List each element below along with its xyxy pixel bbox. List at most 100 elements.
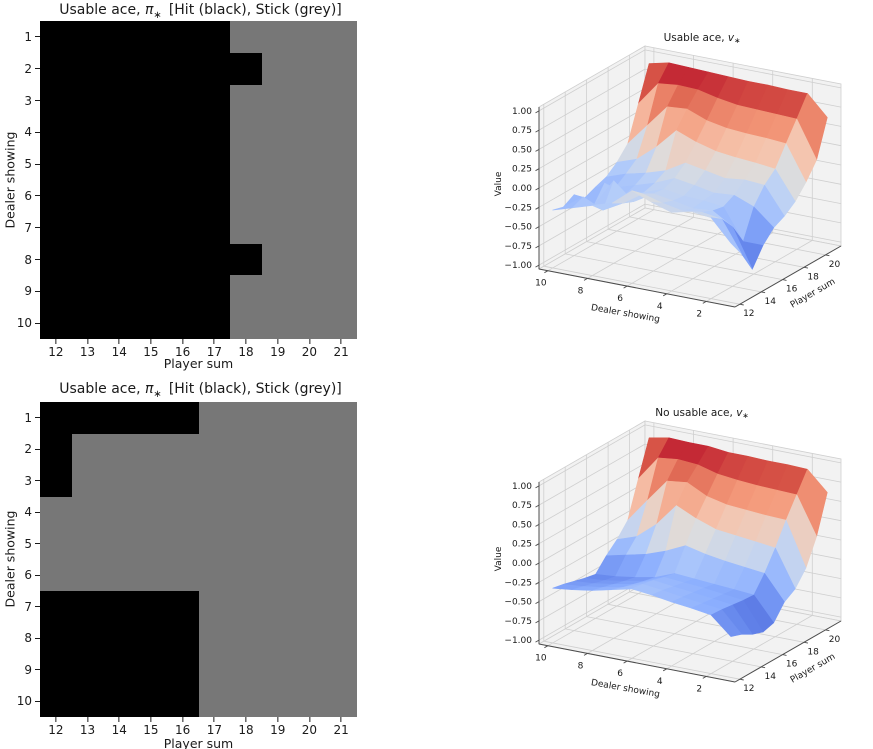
grid-line — [608, 603, 805, 643]
tick-label: 5 — [24, 157, 32, 172]
grid-line — [538, 68, 646, 131]
grid-line — [608, 228, 805, 268]
tick-label: 15 — [143, 345, 159, 359]
policy-cell-hit — [166, 148, 199, 180]
z-tick-label: 0.00 — [512, 184, 532, 194]
grid-line — [538, 443, 646, 506]
dealer-tick-label: 10 — [535, 279, 547, 289]
tick-label: 2 — [24, 442, 32, 457]
x-tick-16: 16 — [175, 339, 190, 358]
tick-mark — [35, 417, 40, 419]
tick-label: 3 — [24, 473, 32, 488]
tick-mark — [662, 293, 667, 297]
tick-mark — [535, 639, 540, 643]
policy-cell-hit — [71, 622, 104, 654]
tick-mark — [35, 163, 40, 165]
policy-cell-stick — [325, 685, 357, 717]
x-tick-15: 15 — [143, 339, 159, 359]
x-axis-label: Player sum — [163, 736, 234, 749]
player-tick-label: 14 — [764, 297, 776, 307]
policy-cell-stick — [325, 52, 357, 85]
tick-label: 18 — [238, 345, 254, 359]
x-tick-18: 18 — [238, 717, 254, 736]
tick-label: 19 — [270, 723, 286, 737]
policy-cell-stick — [198, 591, 231, 623]
policy-cell-stick — [261, 179, 294, 212]
policy-cell-hit — [103, 243, 136, 276]
title-prefix: Usable ace, — [59, 381, 145, 397]
dealer-tick-label: 2 — [696, 684, 702, 694]
policy-cell-stick — [293, 148, 326, 180]
policy-cell-hit — [71, 275, 104, 308]
tick-mark — [118, 717, 120, 722]
grid-line — [586, 616, 783, 655]
y-tick-2: 2 — [24, 63, 40, 75]
tick-mark — [35, 480, 40, 482]
policy-cell-stick — [198, 622, 231, 654]
policy-cell-hit — [166, 591, 199, 623]
policy-cell-hit — [71, 21, 104, 53]
tick-label: 3 — [24, 93, 32, 108]
y-tick-4: 4 — [24, 126, 40, 138]
policy-cell-stick — [71, 465, 104, 497]
policy-cell-stick — [261, 528, 294, 560]
policy-cell-hit — [40, 243, 72, 276]
policy-cell-hit — [166, 654, 199, 686]
player-tick-label: 20 — [829, 260, 841, 270]
policy-cell-hit — [135, 402, 167, 434]
policy-cell-hit — [71, 179, 104, 212]
y-tick-5: 5 — [24, 158, 40, 170]
policy-cell-hit — [71, 116, 104, 149]
tick-label: 5 — [24, 536, 32, 551]
policy-cell-hit — [198, 179, 231, 212]
tick-mark — [340, 339, 342, 344]
policy-cell-stick — [261, 211, 294, 244]
policy-cell-hit — [135, 243, 167, 276]
policy-cell-stick — [261, 654, 294, 686]
policy-cell-hit — [135, 21, 167, 53]
tick-mark — [35, 543, 40, 545]
policy-cell-stick — [166, 433, 199, 465]
policy-cell-stick — [325, 528, 357, 560]
player-axis — [734, 245, 842, 308]
surface-facet — [710, 609, 742, 637]
policy-cell-stick — [293, 496, 326, 528]
y-tick-3: 3 — [24, 475, 40, 487]
player-tick-label: 18 — [807, 647, 819, 657]
x-tick-20: 20 — [302, 339, 317, 358]
y-tick-7: 7 — [24, 222, 40, 234]
policy-cell-hit — [103, 275, 136, 308]
z-tick-label: 1.00 — [512, 107, 532, 117]
policy-cell-hit — [198, 21, 231, 53]
tick-mark — [535, 620, 540, 624]
policy-cell-hit — [40, 148, 72, 180]
grid-line — [644, 49, 842, 89]
x-tick-15: 15 — [143, 717, 159, 736]
z-tick-label: −0.75 — [504, 617, 532, 627]
dealer-axis-label: Dealer showing — [590, 303, 660, 325]
policy-cell-hit — [40, 275, 72, 308]
tick-label: 17 — [206, 723, 222, 737]
tick-label: 8 — [24, 252, 32, 267]
tick-label: 13 — [79, 345, 96, 359]
policy-cell-hit — [40, 211, 72, 244]
policy-cell-stick — [230, 116, 262, 149]
policy-cell-hit — [198, 275, 231, 308]
tick-mark — [35, 131, 40, 133]
policy-cell-hit — [71, 52, 104, 85]
player-tick-label: 12 — [743, 684, 754, 694]
policy-cell-stick — [230, 402, 262, 434]
tick-label: 6 — [24, 568, 32, 583]
policy-cell-hit — [103, 179, 136, 212]
tick-label: 8 — [24, 631, 32, 646]
tick-label: 9 — [24, 284, 32, 299]
policy-cell-stick — [261, 307, 294, 339]
tick-label: 14 — [111, 723, 127, 737]
tick-mark — [182, 717, 184, 722]
grid-line — [538, 203, 646, 266]
tick-label: 12 — [48, 345, 64, 359]
policy-cell-hit — [103, 21, 136, 53]
policy-cell-stick — [261, 622, 294, 654]
y-axis-ticks: 1 2 3 4 5 6 7 8 9 10 — [0, 21, 40, 339]
